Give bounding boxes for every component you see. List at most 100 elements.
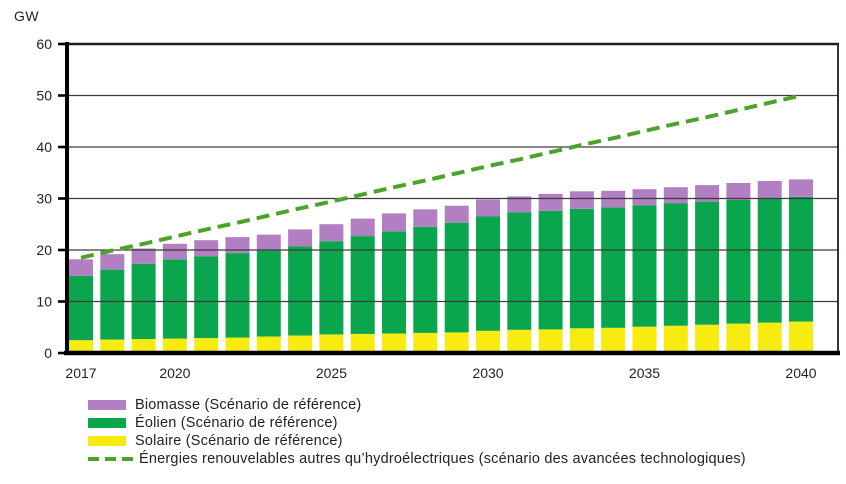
bar-segment xyxy=(131,339,156,353)
bar-segment xyxy=(569,191,594,209)
bar-segment xyxy=(350,218,375,237)
bar-segment xyxy=(162,338,187,353)
bar-segment xyxy=(413,226,438,333)
x-tick-label: 2020 xyxy=(159,365,190,381)
x-tick-label: 2025 xyxy=(316,365,347,381)
x-tick-label: 2040 xyxy=(785,365,816,381)
bar-segment xyxy=(695,185,720,202)
bar-segment xyxy=(382,213,406,232)
bar-segment xyxy=(507,212,532,330)
bar-segment xyxy=(757,198,782,323)
y-tick-label: 30 xyxy=(36,191,52,207)
bar-segment xyxy=(789,197,813,322)
bar-segment xyxy=(131,248,156,264)
bar-segment xyxy=(100,269,125,340)
bar-segment xyxy=(256,336,281,353)
bar-segment xyxy=(288,246,313,336)
bar-segment xyxy=(444,332,469,353)
y-tick-label: 50 xyxy=(36,88,52,104)
bar-segment xyxy=(288,335,313,353)
bar-segment xyxy=(162,243,187,260)
bar-segment xyxy=(194,240,219,257)
bar-segment xyxy=(69,275,93,341)
bar-segment xyxy=(225,253,250,338)
bar-segment xyxy=(256,250,281,337)
legend-item-biomasse: Biomasse (Scénario de référence) xyxy=(88,396,746,414)
bar-segment xyxy=(382,231,406,334)
legend-item-solaire: Solaire (Scénario de référence) xyxy=(88,432,746,450)
bar-segment xyxy=(507,196,532,213)
bar-segment xyxy=(319,334,344,353)
bar-segment xyxy=(476,216,500,331)
bar-segment xyxy=(726,323,751,353)
bar-segment xyxy=(538,193,563,211)
legend-label-renouvelables-ligne: Énergies renouvelables autres qu’hydroél… xyxy=(139,451,746,467)
bar-segment xyxy=(256,234,281,251)
bar-segment xyxy=(726,183,751,200)
bar-segment xyxy=(695,201,720,325)
bar-segment xyxy=(162,259,187,339)
bar-segment xyxy=(569,208,594,329)
bar-segment xyxy=(632,326,657,353)
bar-segment xyxy=(444,205,469,223)
bar-segment xyxy=(569,328,594,353)
bar-segment xyxy=(601,327,626,353)
bar-segment xyxy=(663,325,688,353)
bar-segment xyxy=(225,237,250,254)
x-tick-label: 2017 xyxy=(65,365,96,381)
legend-swatch-biomasse-icon xyxy=(88,400,126,410)
bar-segment xyxy=(319,241,344,335)
y-tick-label: 40 xyxy=(36,139,52,155)
bar-segment xyxy=(663,187,688,204)
bar-segment xyxy=(663,203,688,326)
bar-segment xyxy=(194,338,219,353)
bar-segment xyxy=(695,324,720,353)
bar-segment xyxy=(69,259,93,276)
y-axis-unit-label: GW xyxy=(14,8,40,24)
bar-segment xyxy=(632,205,657,327)
chart-legend: Biomasse (Scénario de référence) Éolien … xyxy=(88,396,746,468)
bar-segment xyxy=(476,330,500,353)
bar-segment xyxy=(413,332,438,353)
legend-swatch-eolien-icon xyxy=(88,418,126,428)
legend-label-eolien: Éolien (Scénario de référence) xyxy=(135,415,338,431)
bar-segment xyxy=(789,179,813,197)
bar-segment xyxy=(632,189,657,206)
y-tick-label: 20 xyxy=(36,242,52,258)
legend-swatch-solaire-icon xyxy=(88,436,126,446)
bar-segment xyxy=(194,256,219,339)
bar-segment xyxy=(538,329,563,353)
legend-label-biomasse: Biomasse (Scénario de référence) xyxy=(135,397,362,413)
legend-item-renouvelables-ligne: Énergies renouvelables autres qu’hydroél… xyxy=(88,450,746,468)
legend-swatch-dashed-line-icon xyxy=(88,457,134,461)
bar-segment xyxy=(538,210,563,330)
bar-segment xyxy=(382,333,406,353)
bar-segment xyxy=(601,207,626,328)
bar-segment xyxy=(413,209,438,227)
bar-segment xyxy=(444,222,469,333)
legend-item-eolien: Éolien (Scénario de référence) xyxy=(88,414,746,432)
bar-segment xyxy=(757,322,782,353)
x-tick-label: 2035 xyxy=(629,365,660,381)
y-tick-label: 10 xyxy=(36,294,52,310)
bar-segment xyxy=(225,337,250,353)
bar-segment xyxy=(100,254,125,270)
y-tick-label: 0 xyxy=(44,345,52,361)
bar-segment xyxy=(319,224,344,242)
bar-segment xyxy=(100,339,125,353)
bar-segment xyxy=(507,329,532,353)
bar-segment xyxy=(726,200,751,324)
bar-segment xyxy=(757,181,782,199)
bar-segment xyxy=(350,236,375,334)
legend-label-solaire: Solaire (Scénario de référence) xyxy=(135,433,343,449)
bar-segment xyxy=(288,229,313,247)
bar-segment xyxy=(69,340,93,353)
bar-segment xyxy=(789,321,813,353)
trend-line xyxy=(80,93,802,260)
bar-segment xyxy=(350,333,375,353)
bar-segment xyxy=(476,199,500,217)
y-tick-label: 60 xyxy=(36,36,52,52)
x-tick-label: 2030 xyxy=(472,365,503,381)
